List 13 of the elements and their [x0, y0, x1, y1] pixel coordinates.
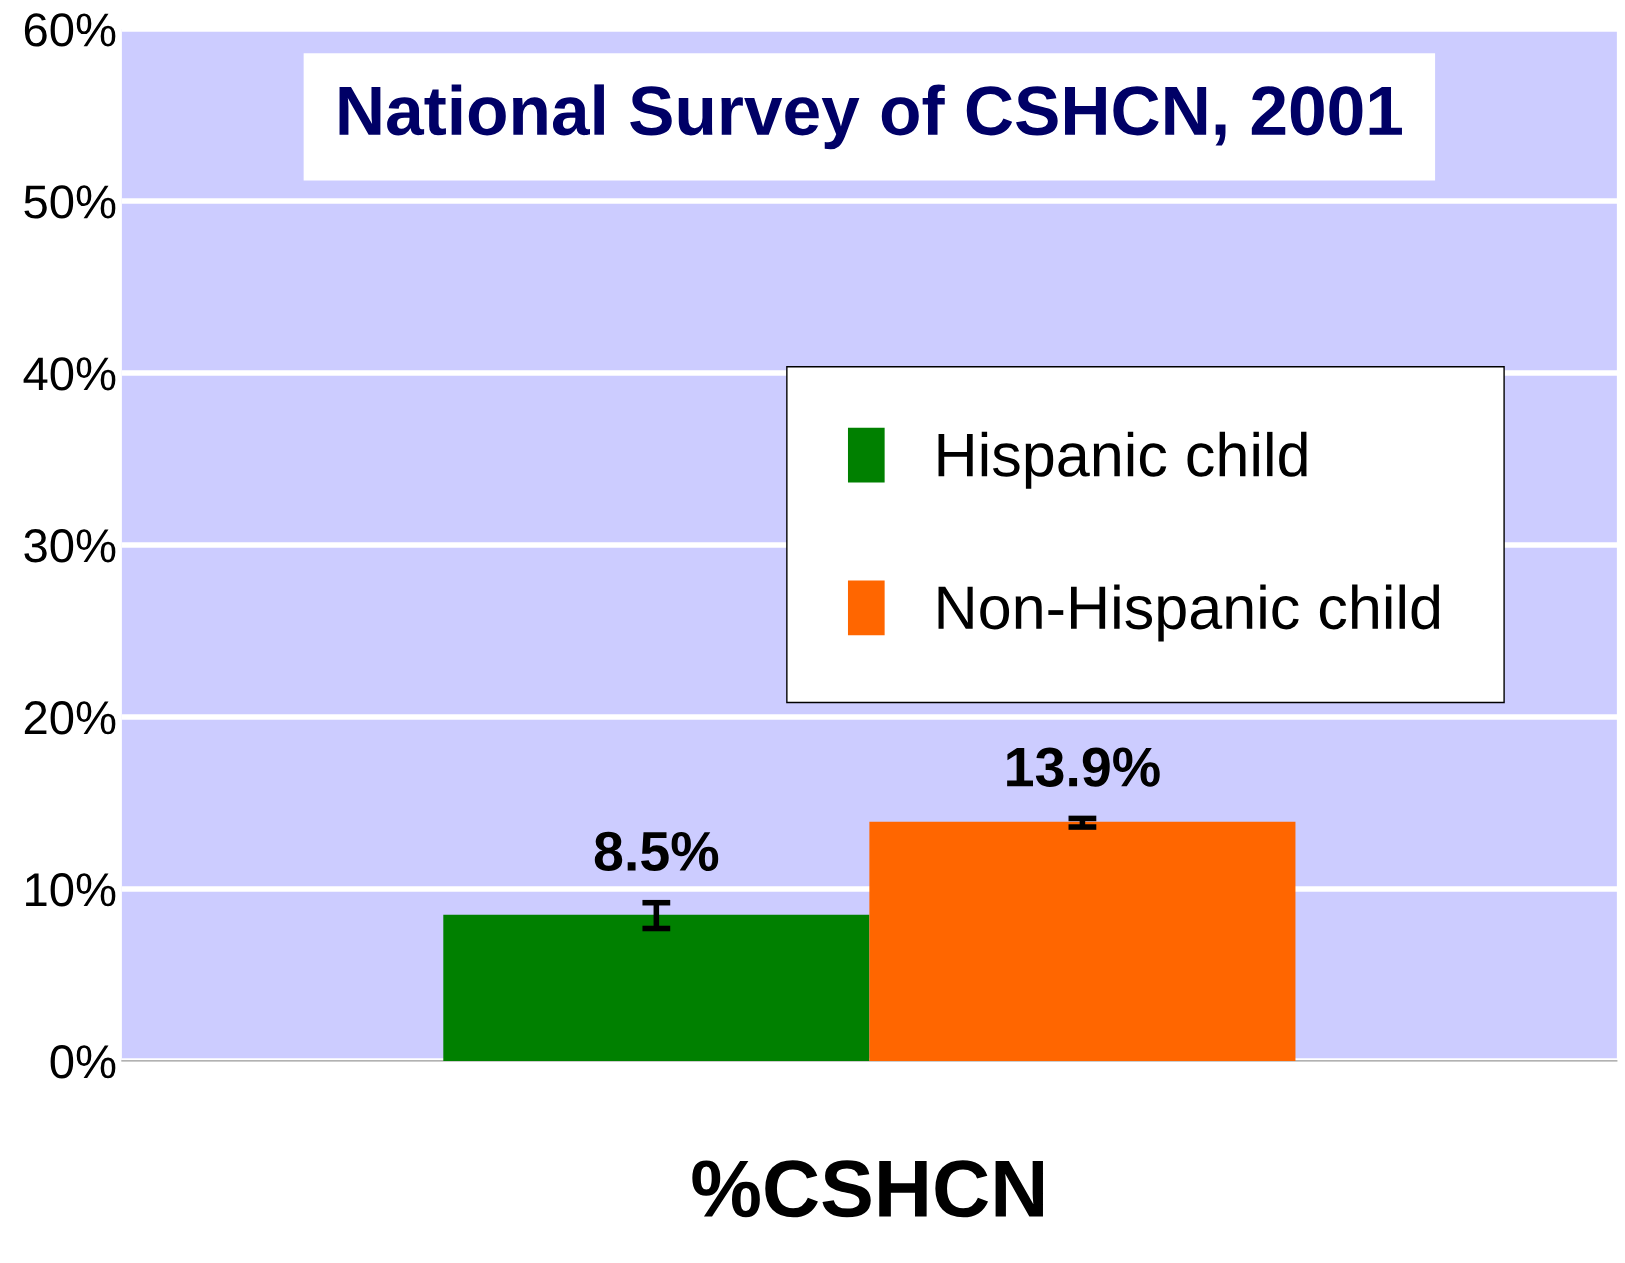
- legend-label: Non-Hispanic child: [938, 584, 1440, 642]
- y-tick-label: 0%: [50, 1045, 116, 1079]
- y-tick-label: 30%: [24, 529, 116, 563]
- data-label: 8.5%: [594, 831, 719, 872]
- data-label: 13.9%: [1007, 747, 1160, 787]
- y-tick-label: 40%: [23, 357, 116, 391]
- x-tick-label: %CSHCN: [692, 1160, 1043, 1218]
- y-tick-label: 60%: [24, 13, 116, 47]
- y-tick-label: 10%: [26, 873, 116, 907]
- text: National Survey of CSHCN, 2001: [339, 84, 1402, 150]
- y-tick-label: 20%: [24, 701, 116, 735]
- legend-label: Hispanic child: [938, 431, 1307, 489]
- y-tick-label: 50%: [24, 185, 116, 219]
